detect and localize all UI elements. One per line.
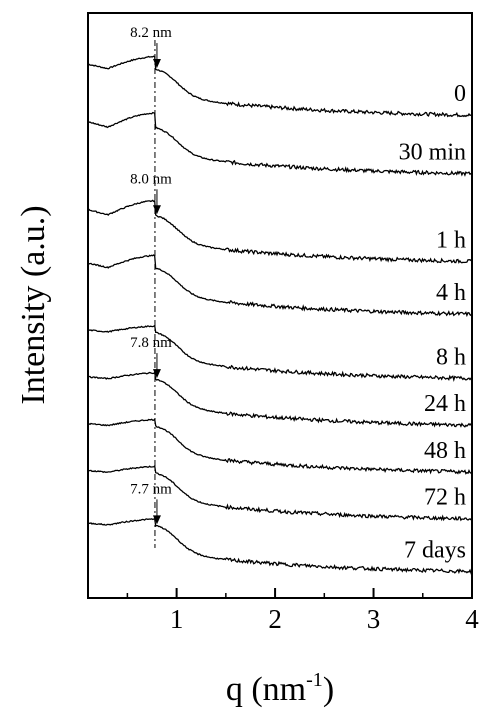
annotations: 8.2 nm 8.0 nm 7.8 nm 7.7 nm	[130, 25, 172, 524]
curve-label: 8 h	[436, 344, 466, 370]
annotation-arrow-head	[153, 205, 161, 214]
peak-annotation: 8.2 nm	[130, 25, 172, 41]
x-tick-label: 4	[465, 604, 479, 634]
curve-8-h	[88, 326, 472, 380]
x-axis-title: q (nm-1)	[226, 669, 334, 708]
x-axis-tick-labels: 1 2 3 4	[170, 604, 479, 634]
annotation-arrow-head	[153, 515, 161, 524]
x-axis-title-close: )	[323, 671, 334, 708]
x-axis-title-main: q (nm	[226, 671, 306, 708]
curve-24-h	[88, 373, 472, 427]
annotation-arrow-head	[153, 59, 161, 68]
curve-0	[88, 56, 472, 116]
curve-label: 30 min	[399, 140, 466, 166]
curve-label: 72 h	[424, 485, 466, 511]
curve-label: 0	[454, 81, 466, 107]
x-tick-label: 3	[367, 604, 381, 634]
curve-label: 7 days	[404, 537, 466, 563]
curve-4-h	[88, 255, 472, 315]
y-axis-title: Intensity (a.u.)	[15, 205, 52, 404]
curve-label: 1 h	[436, 227, 466, 253]
curve-label: 48 h	[424, 438, 466, 464]
curve-labels: 0 30 min 1 h 4 h 8 h 24 h 48 h 72 h 7 days	[399, 81, 466, 563]
x-tick-label: 1	[170, 604, 184, 634]
x-axis-ticks	[127, 588, 472, 598]
peak-annotation: 8.0 nm	[130, 171, 172, 187]
peak-annotation: 7.7 nm	[130, 481, 172, 497]
curve-label: 24 h	[424, 391, 466, 417]
x-tick-label: 2	[268, 604, 282, 634]
curve-1-h	[88, 200, 472, 262]
peak-annotation: 7.8 nm	[130, 335, 172, 351]
x-axis-title-sup: -1	[306, 669, 323, 691]
curve-48-h	[88, 419, 472, 473]
curve-label: 4 h	[436, 280, 466, 306]
